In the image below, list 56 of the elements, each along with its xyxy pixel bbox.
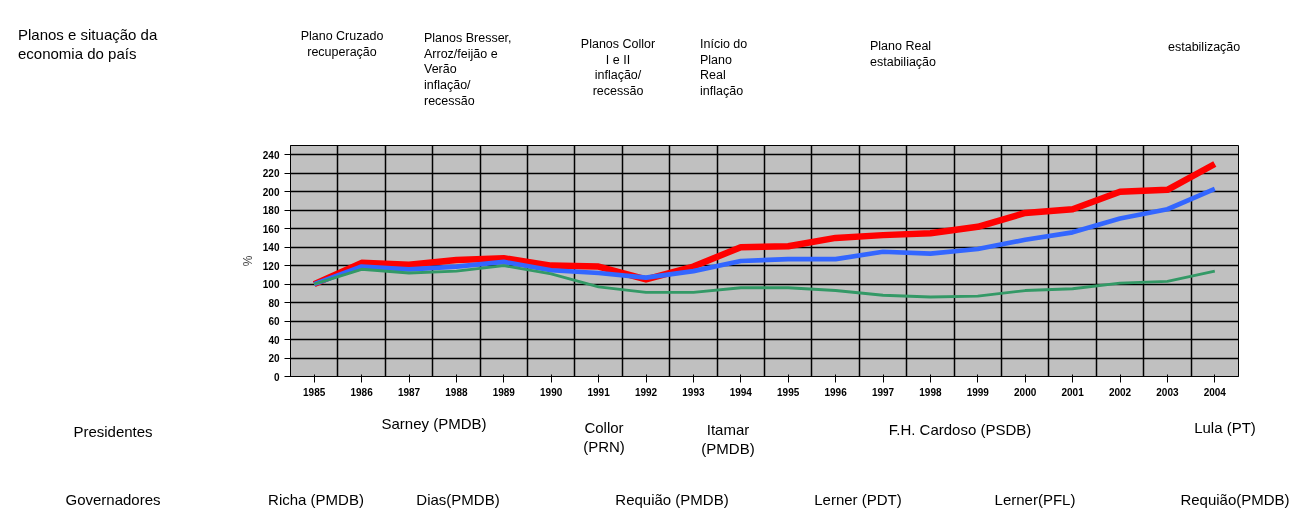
- x-tick-label: 1998: [919, 386, 942, 398]
- y-tick-label: 120: [262, 260, 280, 272]
- x-tick-label: 1994: [729, 386, 753, 398]
- text: Itamar (PMDB): [701, 421, 755, 459]
- x-tick-label: 1997: [871, 386, 895, 398]
- x-tick-label: 1995: [777, 386, 800, 398]
- text: Dias(PMDB): [416, 490, 500, 510]
- text: Planos Collor I e II inflação/ recessão: [580, 36, 656, 100]
- line-series: [312, 264, 1217, 299]
- text: Presidentes: [73, 422, 153, 442]
- x-tick-label: 2004: [1203, 386, 1227, 398]
- text: Richa (PMDB): [268, 490, 364, 510]
- y-tick-label: 80: [268, 297, 280, 309]
- line-series: [311, 186, 1218, 287]
- x-tick-label: 1990: [540, 386, 563, 398]
- y-tick-label: 20: [268, 353, 280, 365]
- text: Início do Plano Real inflação: [700, 36, 748, 100]
- text: Governadores: [65, 490, 161, 510]
- y-tick-label: 100: [262, 279, 280, 291]
- x-tick-label: 1988: [445, 386, 468, 398]
- x-tick-label: 1987: [397, 386, 421, 398]
- x-tick-label: 1989: [492, 386, 516, 398]
- text: Lula (PT): [1194, 418, 1256, 438]
- x-tick-label: 1991: [587, 386, 611, 398]
- y-tick-label: 0: [273, 371, 280, 383]
- text: Planos e situação da economia do país: [18, 26, 158, 64]
- x-tick-label: 1996: [824, 386, 848, 398]
- text: Lerner(PFL): [994, 490, 1076, 510]
- text: Sarney (PMDB): [381, 414, 487, 434]
- x-tick-label: 1999: [966, 386, 990, 398]
- y-tick-label: 60: [268, 316, 280, 328]
- y-tick-label: 200: [262, 186, 280, 198]
- y-axis-title: %: [240, 255, 255, 267]
- y-tick-label: 220: [262, 168, 280, 180]
- x-tick-label: 1986: [350, 386, 374, 398]
- text: Plano Cruzado recuperação: [300, 29, 384, 61]
- y-tick-label: 180: [262, 205, 280, 217]
- x-tick-label: 2000: [1014, 386, 1037, 398]
- text: Plano Real estabiliação: [870, 39, 937, 71]
- text: F.H. Cardoso (PSDB): [888, 420, 1032, 440]
- y-tick-label: 140: [262, 242, 280, 254]
- text: Planos Bresser, Arroz/feijão e Verão inflação/ recessão: [424, 30, 512, 110]
- x-tick-label: 2002: [1108, 386, 1132, 398]
- text: Lerner (PDT): [814, 490, 902, 510]
- text: estabilização: [1168, 40, 1241, 56]
- text: Requião (PMDB): [615, 490, 729, 510]
- y-tick-label: 240: [262, 149, 280, 161]
- y-tick-label: 40: [268, 334, 280, 346]
- x-tick-label: 2003: [1156, 386, 1179, 398]
- x-tick-label: 1993: [682, 386, 705, 398]
- y-tick-label: 160: [262, 223, 280, 235]
- text: Collor (PRN): [583, 419, 625, 457]
- x-tick-label: 1985: [303, 386, 326, 398]
- x-tick-label: 1992: [634, 386, 658, 398]
- x-tick-label: 2001: [1061, 386, 1085, 398]
- text: Requião(PMDB): [1180, 490, 1290, 510]
